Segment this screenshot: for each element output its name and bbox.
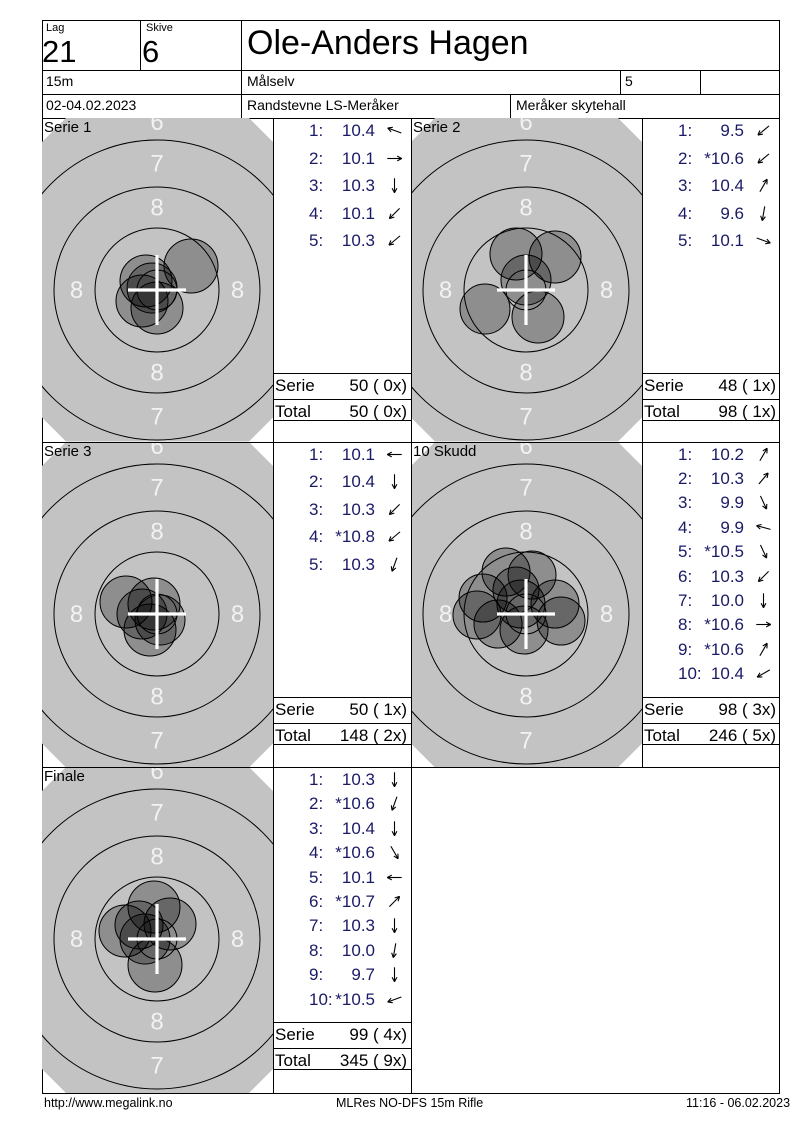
svg-text:8: 8 [519,195,532,222]
svg-text:8: 8 [231,926,244,953]
svg-text:7: 7 [519,404,532,431]
svg-text:8: 8 [150,360,163,387]
svg-text:8: 8 [150,844,163,871]
svg-text:8: 8 [70,601,83,628]
svg-text:7: 7 [519,474,532,501]
svg-text:8: 8 [150,683,163,710]
svg-text:7: 7 [150,727,163,754]
svg-text:7: 7 [150,1053,163,1080]
svg-text:6: 6 [150,442,163,460]
svg-text:10 Skudd: 10 Skudd [413,443,476,460]
svg-text:8: 8 [600,277,613,304]
svg-text:7: 7 [519,151,532,178]
svg-text:7: 7 [150,474,163,501]
svg-text:8: 8 [231,601,244,628]
svg-text:7: 7 [150,404,163,431]
svg-text:8: 8 [150,518,163,545]
svg-text:Serie 3: Serie 3 [44,443,92,460]
svg-text:8: 8 [519,360,532,387]
svg-text:8: 8 [150,1009,163,1036]
svg-text:Serie 2: Serie 2 [413,119,461,136]
svg-text:8: 8 [70,926,83,953]
svg-text:8: 8 [439,277,452,304]
svg-text:8: 8 [439,601,452,628]
svg-text:8: 8 [519,518,532,545]
svg-text:8: 8 [600,601,613,628]
svg-text:6: 6 [150,118,163,136]
svg-text:6: 6 [150,767,163,785]
svg-text:7: 7 [150,800,163,827]
svg-text:8: 8 [519,683,532,710]
svg-text:6: 6 [519,442,532,460]
svg-text:Finale: Finale [44,768,85,785]
svg-text:8: 8 [150,195,163,222]
svg-text:7: 7 [519,727,532,754]
svg-text:8: 8 [231,277,244,304]
svg-text:7: 7 [150,151,163,178]
svg-text:6: 6 [519,118,532,136]
svg-text:Serie 1: Serie 1 [44,119,92,136]
svg-text:8: 8 [70,277,83,304]
